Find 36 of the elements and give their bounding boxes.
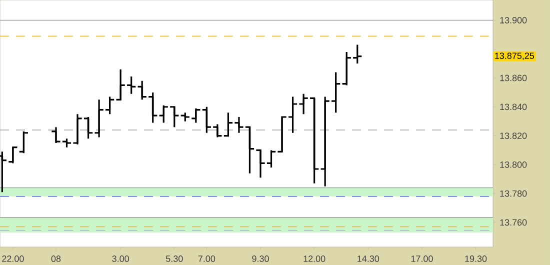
candlestick bbox=[126, 76, 136, 95]
candlestick bbox=[136, 80, 148, 100]
x-tick-label: 7.00 bbox=[198, 256, 216, 262]
candlestick bbox=[94, 98, 104, 138]
x-tick-label: 12.00 bbox=[304, 256, 326, 262]
x-tick-label: 5.30 bbox=[166, 256, 183, 262]
x-tick-label: 3.00 bbox=[112, 256, 129, 262]
candlestick bbox=[72, 113, 83, 146]
candlestick bbox=[212, 123, 223, 138]
x-tick-label: 22.00 bbox=[2, 256, 24, 262]
y-tick-label: 13.760 bbox=[500, 219, 527, 226]
candlestick bbox=[104, 96, 115, 115]
candlestick bbox=[298, 93, 309, 115]
x-tick-label: 9.30 bbox=[252, 256, 269, 262]
x-tick-label: 19.30 bbox=[465, 256, 487, 262]
x-tick-label: 14.30 bbox=[358, 256, 380, 262]
candlestick bbox=[320, 96, 330, 188]
x-tick-label: 17.00 bbox=[411, 256, 433, 262]
x-tick-label: 08 bbox=[51, 256, 61, 262]
candlestick bbox=[234, 116, 244, 134]
candlestick bbox=[288, 96, 298, 134]
candlestick bbox=[330, 71, 341, 114]
candlestick bbox=[352, 44, 362, 64]
candlestick bbox=[266, 149, 276, 168]
candlestick bbox=[202, 106, 212, 134]
candlestick bbox=[180, 112, 190, 122]
y-tick-label: 13.860 bbox=[500, 74, 527, 82]
y-tick-label: 13.840 bbox=[500, 104, 527, 110]
y-tick-label: 13.820 bbox=[500, 132, 527, 139]
y-tick-label: 13.780 bbox=[500, 190, 527, 197]
y-tick-label: 13.900 bbox=[500, 17, 527, 24]
candlestick bbox=[62, 138, 72, 148]
text: 13.875,25 bbox=[495, 52, 534, 60]
y-tick-label: 13.800 bbox=[500, 161, 527, 168]
candlestick bbox=[342, 51, 352, 86]
candlestick bbox=[148, 92, 158, 124]
